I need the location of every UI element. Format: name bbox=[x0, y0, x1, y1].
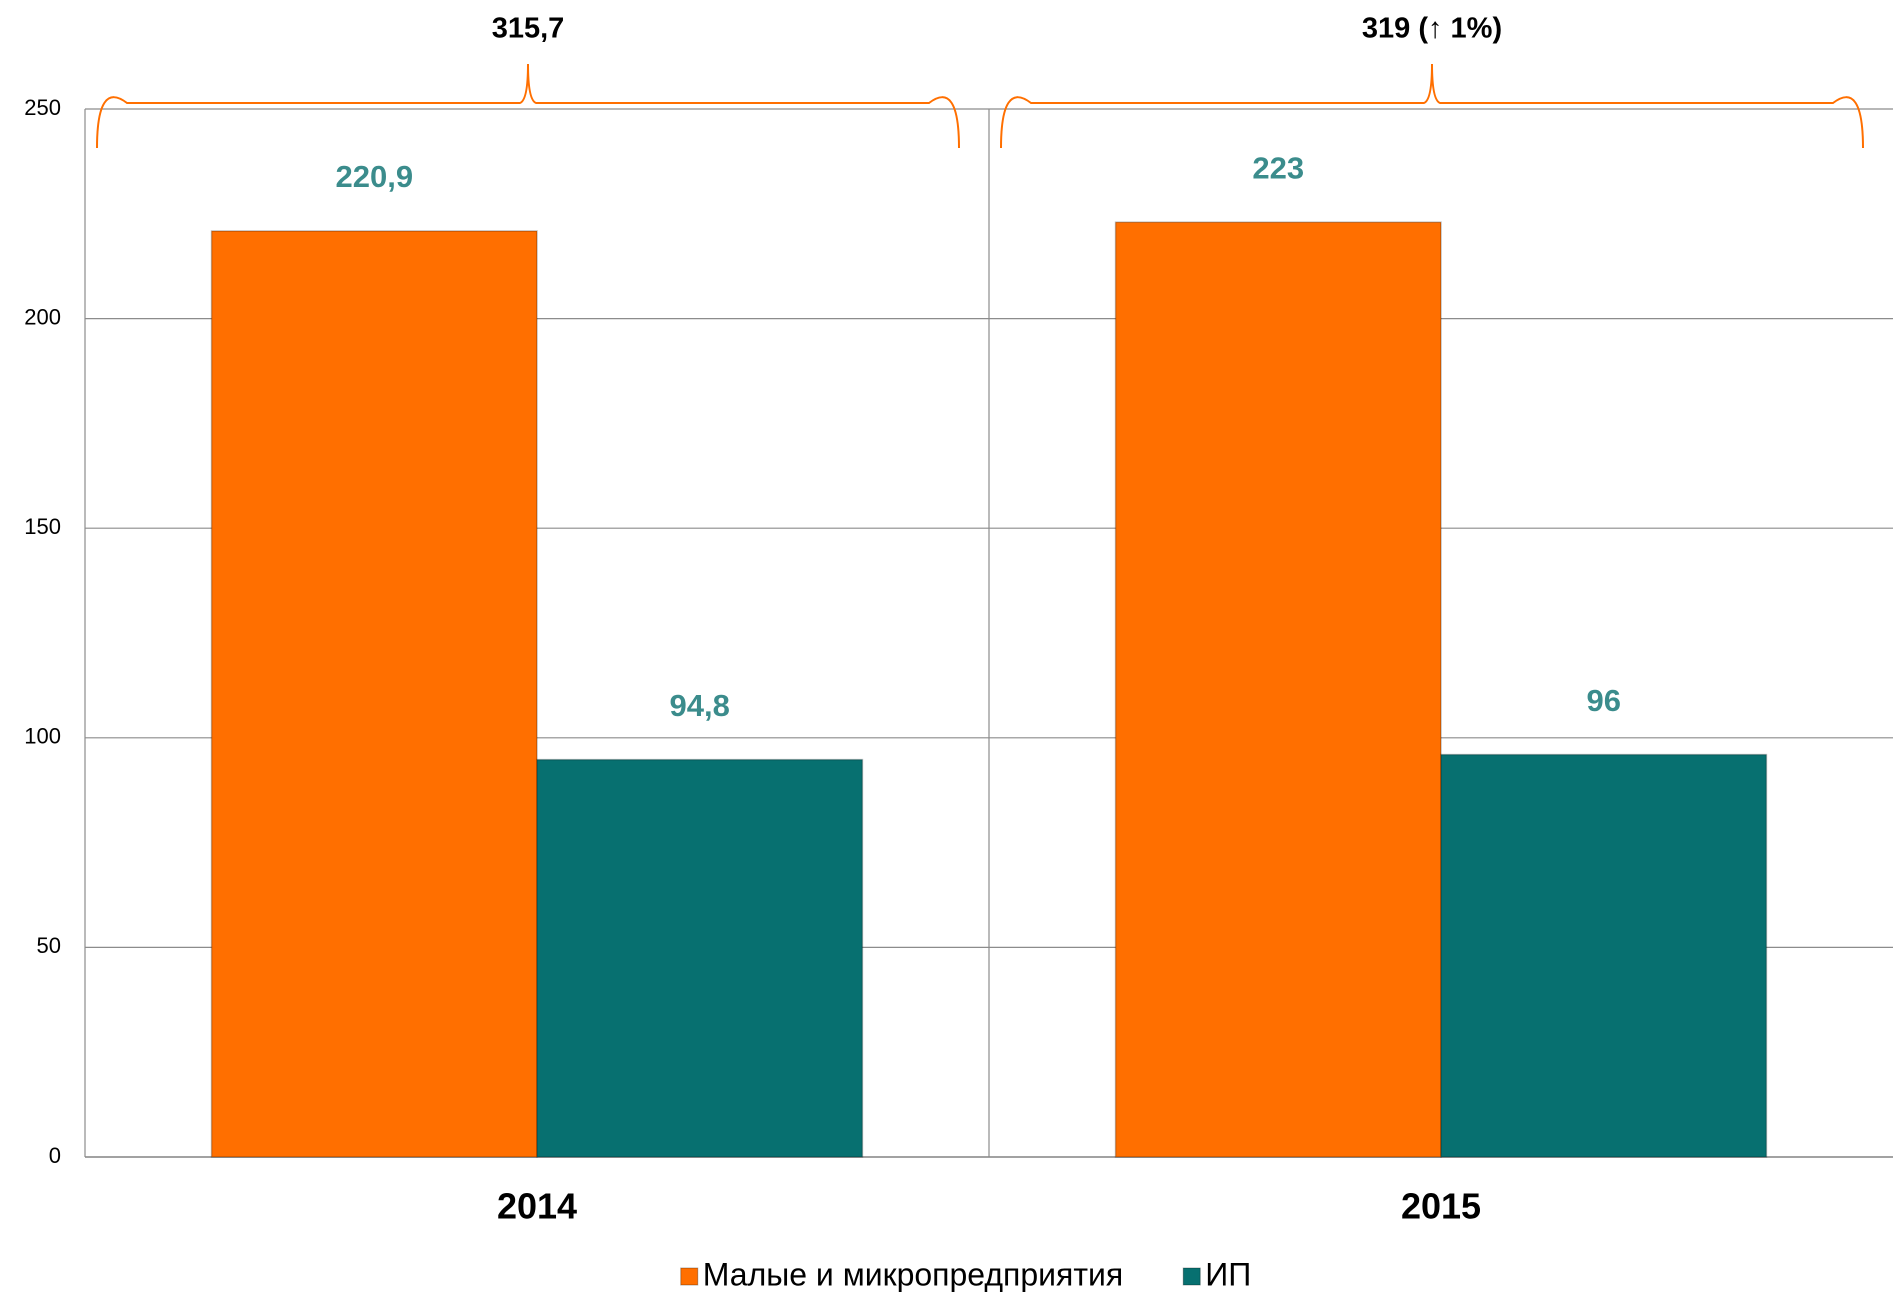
x-tick-label: 2015 bbox=[1401, 1186, 1481, 1227]
y-tick-label: 0 bbox=[49, 1143, 61, 1168]
bar bbox=[536, 758, 864, 1158]
value-label: 223 bbox=[1252, 150, 1304, 185]
y-tick-label: 200 bbox=[24, 304, 61, 329]
bar bbox=[1440, 753, 1768, 1158]
bar bbox=[210, 230, 538, 1158]
y-tick-label: 50 bbox=[37, 933, 61, 958]
annotation: 319 (↑ 1%) bbox=[1362, 13, 1502, 45]
legend-label: ИП bbox=[1205, 1256, 1251, 1292]
legend-swatch bbox=[680, 1267, 699, 1286]
value-label: 96 bbox=[1586, 683, 1620, 718]
bar bbox=[1114, 221, 1442, 1158]
brace bbox=[1000, 63, 1864, 149]
brace bbox=[96, 63, 960, 149]
value-label: 220,9 bbox=[335, 159, 413, 194]
value-label: 94,8 bbox=[670, 688, 730, 723]
y-tick-label: 150 bbox=[24, 514, 61, 539]
annotation: 315,7 bbox=[492, 13, 565, 45]
y-tick-label: 250 bbox=[24, 95, 61, 120]
legend-swatch bbox=[1182, 1267, 1201, 1286]
legend-label: Малые и микропредприятия bbox=[703, 1256, 1123, 1292]
x-tick-label: 2014 bbox=[497, 1186, 577, 1227]
y-tick-label: 100 bbox=[24, 724, 61, 749]
